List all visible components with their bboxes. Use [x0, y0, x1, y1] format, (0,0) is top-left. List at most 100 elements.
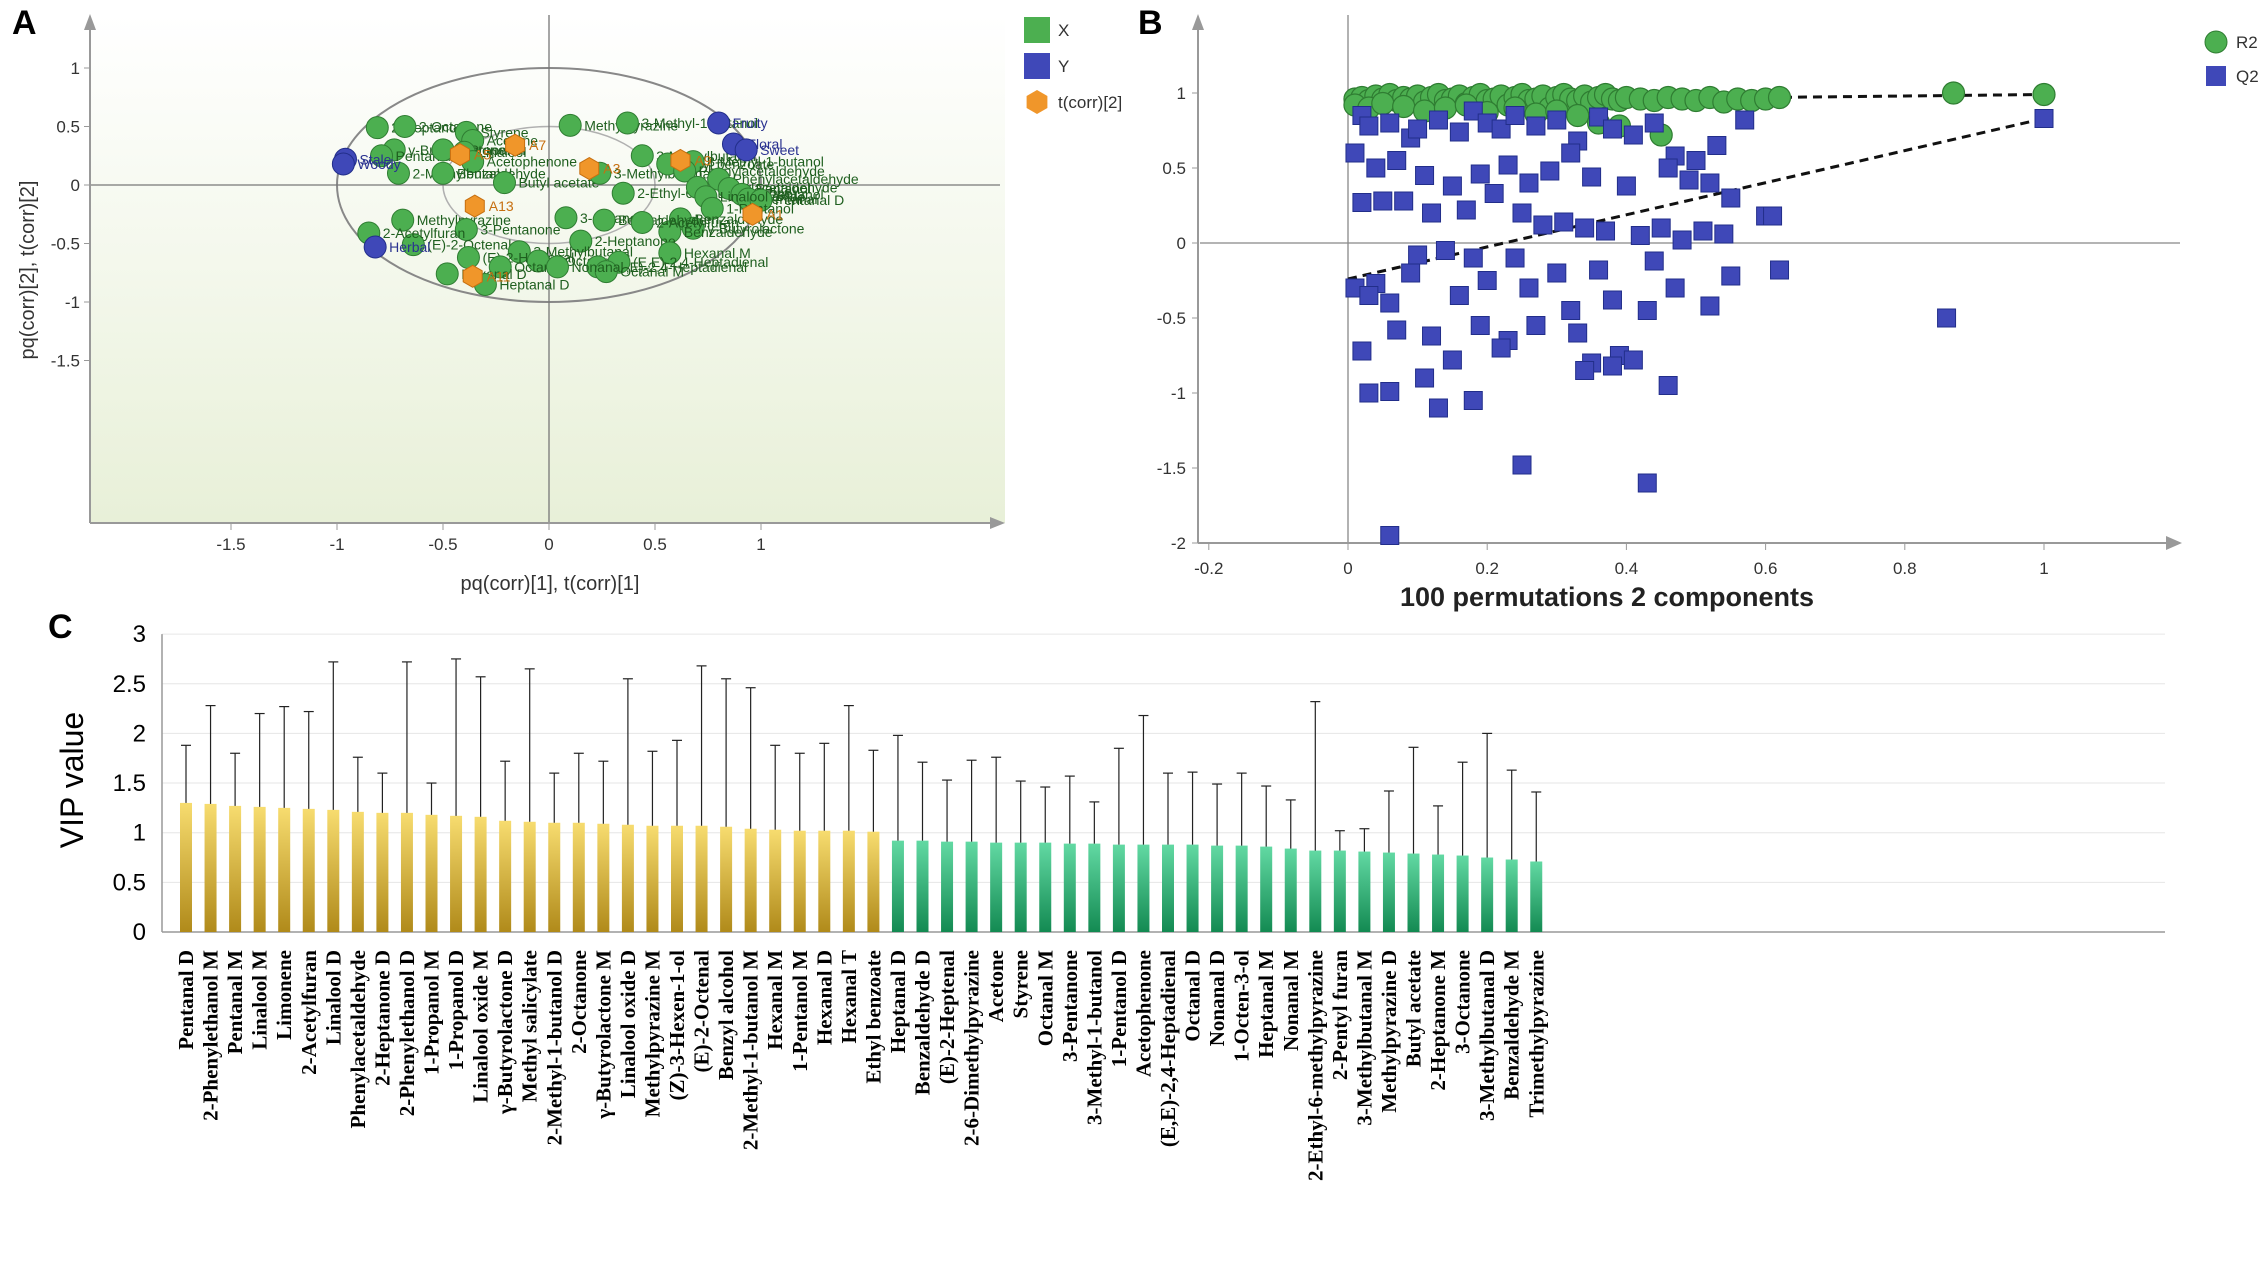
panel-a-y-axis-label: pq(corr)[2], t(corr)[2]: [17, 181, 39, 360]
q2-point: [1498, 155, 1518, 175]
y-tick-label: 1.5: [113, 770, 146, 797]
q2-point: [1540, 161, 1560, 181]
q2-point: [1380, 526, 1400, 545]
variable-label: (E)-2-Octenal: [427, 237, 511, 253]
category-label: 2-Heptanone M: [1426, 950, 1450, 1091]
r2-point: [1566, 103, 1590, 128]
q2-point: [1672, 230, 1692, 250]
panel-a-score-loading-plot: -1.5 -1 -0.5 0 0.5 1 -1.5 -1 -0.5 0 0.5 1 2-Heptano…: [17, 14, 1122, 595]
q2-point: [1547, 110, 1567, 130]
category-label: 3-Pentanone: [1058, 950, 1082, 1062]
bar: [1063, 843, 1076, 932]
bar: [1333, 850, 1346, 932]
bar: [253, 806, 266, 932]
y-tick-label: 0.5: [56, 118, 80, 137]
q2-point: [1686, 151, 1706, 170]
variable-point: [630, 144, 654, 168]
bar: [744, 828, 757, 932]
category-label: Hexanal T: [837, 950, 861, 1044]
category-label: Hexanal M: [763, 950, 787, 1050]
category-label: Pentanal D: [174, 950, 198, 1050]
x-tick-label: 0.5: [643, 535, 667, 554]
x-tick-label: 0.2: [1475, 559, 1499, 578]
variable-label: γ-Butyrolactone: [707, 220, 804, 236]
y-tick-label: -0.5: [51, 235, 80, 254]
variable-point: [435, 262, 459, 286]
q2-point: [1415, 368, 1435, 388]
q2-point: [1415, 166, 1435, 185]
q2-point: [1435, 241, 1455, 260]
q2-point: [1623, 350, 1643, 370]
q2-point: [1651, 218, 1671, 238]
variable-point: [630, 210, 654, 234]
q2-point: [1345, 143, 1365, 163]
q2-point: [1442, 176, 1462, 196]
q2-point: [1380, 382, 1400, 401]
category-label: Butyl acetate: [1402, 950, 1426, 1067]
q2-point: [1630, 226, 1650, 245]
bar: [499, 820, 512, 932]
y-axis-arrow: [84, 14, 96, 30]
q2-point: [1373, 191, 1393, 211]
y-tick-label: -1.5: [1157, 459, 1186, 478]
attribute-label: Herbal: [389, 239, 430, 255]
q2-point: [1422, 203, 1442, 223]
q2-point: [1575, 361, 1595, 380]
panel-a-legend: XYt(corr)[2]: [1024, 17, 1122, 114]
variable-label: 3-Methyl-1-butanol: [707, 154, 824, 170]
q2-point: [1387, 151, 1407, 170]
category-label: Octanal D: [1181, 950, 1205, 1042]
legend-marker-hexagon: [1026, 90, 1048, 114]
q2-point: [1623, 125, 1643, 145]
variable-point: [401, 233, 425, 257]
q2-point: [1491, 338, 1511, 358]
score-point-label: A7: [529, 137, 546, 153]
category-label: 2-Ethyl-6-methylpyrazine: [1303, 950, 1327, 1181]
bar: [1235, 845, 1248, 932]
bar: [965, 841, 978, 932]
x-tick-label: 0: [544, 535, 553, 554]
attribute-label: Woody: [357, 156, 400, 172]
score-point-a3: [579, 157, 600, 181]
q2-point: [1637, 473, 1657, 493]
category-label: Methylpyrazine M: [640, 950, 664, 1118]
category-label: γ-Butyrolactone D: [493, 950, 517, 1115]
bar: [400, 812, 413, 932]
bar: [891, 840, 904, 932]
category-label: Nonanal M: [1279, 950, 1303, 1051]
bar: [1358, 851, 1371, 932]
bar: [646, 825, 659, 932]
q2-point: [1568, 323, 1588, 343]
category-label: Pentanal M: [223, 950, 247, 1055]
bar: [916, 840, 929, 932]
q2-point: [1422, 326, 1442, 346]
panel-a-axes: [84, 14, 1005, 529]
category-label: Linalool D: [321, 950, 345, 1045]
score-point-a7: [505, 133, 526, 157]
panel-b-ticks: -0.2 0 0.2 0.4 0.6 0.8 1 -2 -1.5 -1 -0.5 0 0.5 1: [1157, 84, 2049, 578]
y-tick-label: -2: [1171, 534, 1186, 553]
bar: [450, 815, 463, 932]
bar: [278, 807, 291, 932]
x-tick-label: -0.2: [1194, 559, 1223, 578]
q2-point: [1714, 224, 1734, 244]
q2-point: [1707, 136, 1727, 155]
panel-b-points: [1343, 81, 2056, 545]
variable-point: [681, 216, 705, 240]
q2-point: [1359, 383, 1379, 403]
y-tick-label: 2.5: [113, 671, 146, 698]
x-tick-label: -1.5: [216, 535, 245, 554]
variable-point: [615, 111, 639, 135]
bar: [818, 830, 831, 932]
r2-point: [1371, 91, 1395, 116]
bar: [1186, 844, 1199, 932]
q2-point: [1463, 248, 1483, 268]
x-axis-arrow: [2166, 536, 2182, 550]
variable-label: 3-Pentanone: [480, 221, 560, 237]
y-tick-label: 1: [133, 820, 146, 847]
x-axis-arrow: [990, 517, 1005, 529]
bar: [597, 823, 610, 932]
variable-point: [594, 260, 618, 284]
variable-point: [393, 115, 417, 138]
q2-point: [1533, 215, 1553, 235]
